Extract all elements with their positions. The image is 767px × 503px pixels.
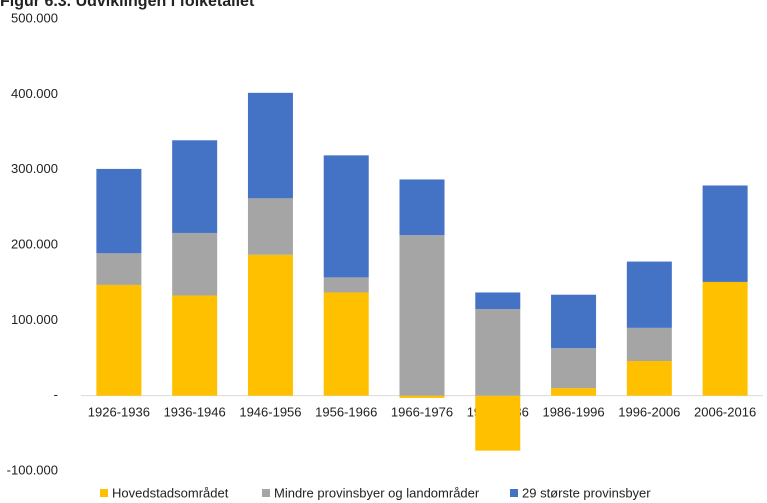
bar-segment [172, 140, 218, 233]
bar-segment [323, 292, 369, 396]
bar-segment [702, 185, 748, 282]
x-tick-label: 1926-1936 [88, 404, 150, 419]
bar-segment [626, 327, 672, 362]
bar-segment [702, 281, 748, 396]
x-tick-label: 2006-2016 [694, 404, 756, 419]
y-tick-label: 300.000 [11, 161, 58, 176]
bar-segment [399, 235, 445, 396]
bar-segment [551, 294, 597, 349]
bar-segment [172, 295, 218, 396]
y-tick-label: -100.000 [7, 462, 58, 477]
bar-segment [475, 395, 521, 451]
bar-segment [399, 395, 445, 398]
y-tick-label: 500.000 [11, 10, 58, 25]
bar-segment [247, 92, 293, 199]
y-tick-label: - [54, 387, 58, 402]
bar-segment [475, 292, 521, 310]
legend-swatch [100, 489, 108, 497]
bar-segment [323, 277, 369, 293]
bar-segment [172, 232, 218, 296]
bar-segment [96, 253, 142, 285]
x-tick-label: 1996-2006 [618, 404, 680, 419]
x-tick-label: 1986-1996 [542, 404, 604, 419]
bar-segment [247, 198, 293, 255]
legend-swatch [262, 489, 270, 497]
legend-label: 29 største provinsbyer [522, 485, 651, 500]
bar-segment [247, 254, 293, 396]
bar-segment [399, 179, 445, 236]
bar-segment [626, 361, 672, 396]
x-tick-label: 1956-1966 [315, 404, 377, 419]
bar-segment [626, 261, 672, 328]
bar-segment [551, 348, 597, 389]
bar-segment [551, 388, 597, 396]
y-tick-label: 400.000 [11, 86, 58, 101]
bar-segment [475, 309, 521, 396]
bar-segment [323, 155, 369, 278]
y-tick-label: 200.000 [11, 236, 58, 251]
legend-label: Mindre provinsbyer og landområder [274, 485, 480, 500]
bar-segment [96, 284, 142, 396]
x-tick-label: 1966-1976 [391, 404, 453, 419]
x-tick-label: 1936-1946 [164, 404, 226, 419]
bar-segment [96, 168, 142, 254]
x-tick-label: 1946-1956 [239, 404, 301, 419]
chart-title: Figur 6.3. Udviklingen i folketallet [0, 0, 255, 10]
y-tick-label: 100.000 [11, 312, 58, 327]
legend-swatch [510, 489, 518, 497]
legend-label: Hovedstadsområdet [112, 485, 229, 500]
